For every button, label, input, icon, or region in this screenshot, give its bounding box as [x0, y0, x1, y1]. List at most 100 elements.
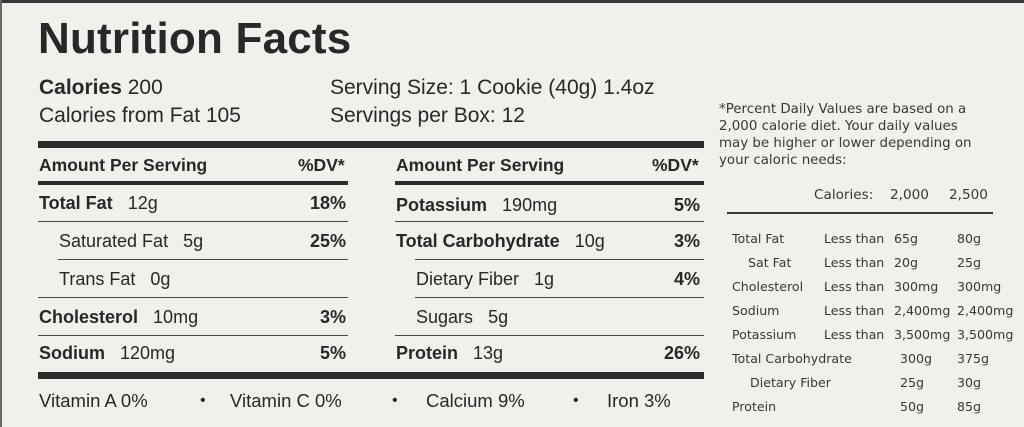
nutrient-protein: Protein 13g: [396, 343, 503, 364]
summary-rule: [38, 141, 704, 148]
nutrient-name: Protein: [396, 343, 459, 363]
dv-protein: 26%: [663, 343, 700, 363]
nutrient-trans-fat: Trans Fat 0g: [59, 269, 170, 290]
ref-nutrient: Sodium: [732, 303, 780, 318]
left-header-dv: %DV*: [298, 155, 345, 175]
ref-value-2500: 25g: [957, 255, 982, 270]
nutrient-name: Trans Fat: [59, 269, 136, 289]
row-divider: [38, 221, 348, 222]
dv-sodium: 5%: [319, 343, 346, 363]
ref-nutrient: Sat Fat: [748, 255, 792, 270]
ref-nutrient: Cholesterol: [732, 279, 804, 294]
nutrient-amount: 190mg: [502, 195, 558, 215]
ref-value-2000: 2,400mg: [894, 303, 951, 318]
ref-header-2500: 2,500: [949, 187, 988, 203]
ref-qualifier: Less than: [824, 303, 885, 318]
ref-value-2500: 300mg: [957, 279, 1002, 294]
nutrient-name: Cholesterol: [39, 307, 139, 327]
separator-dot: •: [200, 392, 206, 409]
servings-per-box: Servings per Box: 12: [330, 104, 525, 127]
iron: Iron 3%: [607, 390, 671, 411]
nutrient-dietary-fiber: Dietary Fiber 1g: [416, 269, 554, 290]
fat-calories: Calories from Fat 105: [39, 104, 241, 127]
ref-value-2000: 300g: [900, 351, 933, 366]
nutrient-name: Total Carbohydrate: [396, 231, 560, 251]
nutrient-name: Saturated Fat: [59, 231, 169, 251]
row-divider: [395, 221, 704, 222]
left-border: [0, 0, 2, 427]
dv-cholesterol: 3%: [319, 307, 346, 327]
dv-potassium: 5%: [673, 195, 700, 215]
nutrient-name: Total Fat: [39, 193, 113, 213]
ref-value-2500: 80g: [957, 231, 982, 246]
ref-nutrient: Protein: [732, 399, 777, 414]
nutrient-name: Sodium: [39, 343, 105, 363]
ref-value-2000: 50g: [900, 399, 925, 414]
nutrient-sodium: Sodium 120mg: [39, 343, 175, 364]
ref-nutrient: Potassium: [732, 327, 797, 342]
ref-qualifier: Less than: [824, 327, 885, 342]
nutrient-name: Potassium: [396, 195, 488, 215]
ref-value-2500: 85g: [957, 399, 982, 414]
ref-value-2500: 3,500mg: [957, 327, 1014, 342]
nutrient-sugars: Sugars 5g: [416, 307, 508, 328]
calcium: Calcium 9%: [426, 390, 525, 411]
ref-nutrient: Total Fat: [732, 231, 785, 246]
ref-header-2000: 2,000: [890, 187, 929, 203]
row-divider: [38, 335, 348, 336]
nutrient-amount: 10g: [574, 231, 605, 251]
ref-qualifier: Less than: [824, 231, 885, 246]
ref-value-2000: 20g: [894, 255, 919, 270]
top-border: [0, 0, 1024, 3]
ref-value-2000: 25g: [900, 375, 925, 390]
vitamin-c: Vitamin C 0%: [230, 390, 342, 411]
nutrient-name: Sugars: [416, 307, 474, 327]
dv-total-carbohydrate: 3%: [673, 231, 700, 251]
nutrient-potassium: Potassium 190mg: [396, 195, 557, 216]
ref-nutrient: Total Carbohydrate: [732, 351, 852, 366]
ref-value-2500: 375g: [957, 351, 990, 366]
dv-dietary-fiber: 4%: [673, 269, 700, 289]
nutrient-amount: 12g: [127, 193, 158, 213]
vitamin-a: Vitamin A 0%: [39, 390, 148, 411]
nutrient-cholesterol: Cholesterol 10mg: [39, 307, 198, 328]
nutrient-amount: 5g: [183, 231, 204, 251]
nutrient-saturated-fat: Saturated Fat 5g: [59, 231, 203, 252]
nutrient-total-carbohydrate: Total Carbohydrate 10g: [396, 231, 605, 252]
row-divider: [415, 259, 704, 260]
footnote-line: 2,000 calorie diet. Your daily values: [719, 119, 958, 134]
nutrient-name: Dietary Fiber: [416, 269, 520, 289]
ref-value-2500: 2,400mg: [957, 303, 1014, 318]
nutrient-amount: 13g: [473, 343, 504, 363]
vitamins-rule: [38, 372, 704, 379]
nutrient-amount: 0g: [150, 269, 171, 289]
ref-value-2000: 65g: [894, 231, 919, 246]
dv-saturated-fat: 25%: [309, 231, 346, 251]
row-divider: [395, 335, 704, 336]
nutrient-total-fat: Total Fat 12g: [39, 193, 158, 214]
right-header-label: Amount Per Serving: [396, 155, 565, 175]
nutrient-amount: 1g: [534, 269, 555, 289]
calories-line: Calories 200: [39, 76, 163, 100]
footnote-line: may be higher or lower depending on: [719, 136, 972, 151]
label-title: Nutrition Facts: [38, 14, 352, 63]
row-divider: [415, 297, 704, 298]
row-divider: [58, 259, 348, 260]
ref-nutrient: Dietary Fiber: [750, 375, 831, 390]
ref-value-2500: 30g: [957, 375, 982, 390]
separator-dot: •: [392, 392, 398, 409]
calories-value: 200: [127, 76, 163, 99]
nutrient-amount: 120mg: [120, 343, 176, 363]
right-header-rule: [395, 181, 704, 185]
row-divider: [38, 297, 348, 298]
ref-qualifier: Less than: [824, 279, 885, 294]
serving-size: Serving Size: 1 Cookie (40g) 1.4oz: [330, 76, 655, 99]
calories-label: Calories: [39, 76, 122, 99]
nutrient-amount: 5g: [488, 307, 509, 327]
separator-dot: •: [573, 392, 579, 409]
ref-header-rule: [727, 212, 993, 214]
ref-value-2000: 3,500mg: [894, 327, 951, 342]
ref-header-label: Calories:: [814, 187, 874, 203]
ref-value-2000: 300mg: [894, 279, 939, 294]
nutrient-amount: 10mg: [153, 307, 199, 327]
